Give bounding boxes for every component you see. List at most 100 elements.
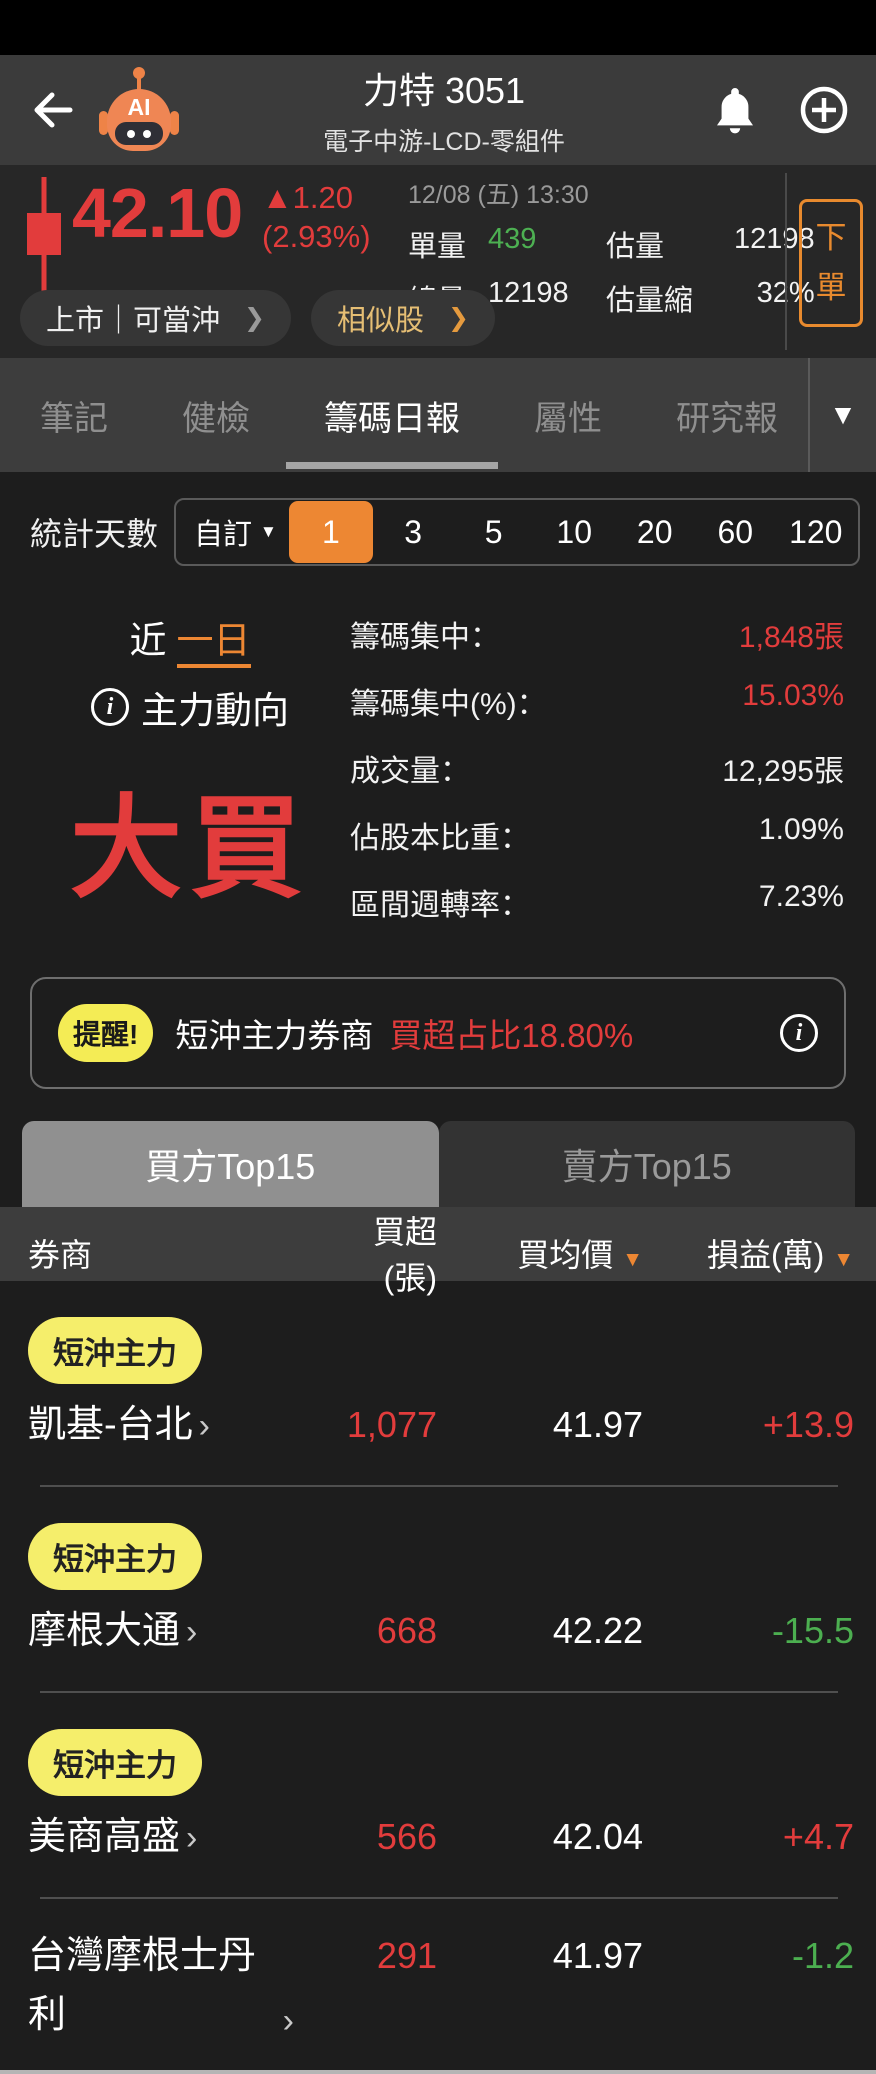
broker-name: 凱基-台北 [28, 1404, 193, 1446]
robot-antenna-ball [133, 67, 145, 79]
chevron-small-icon: › [198, 1407, 210, 1445]
market-daytrade-pill[interactable]: 上市｜可當沖 ❯ [20, 290, 291, 346]
robot-eye [127, 129, 135, 138]
main-force-verdict: 大買 [70, 786, 310, 911]
day-option-5[interactable]: 5 [484, 514, 503, 550]
table-row[interactable]: 美商高盛 › 566 42.04 +4.7 [0, 1808, 876, 1867]
stock-category: 電子中游-LCD-零組件 [323, 128, 565, 156]
tab-notes[interactable]: 筆記 [40, 399, 108, 438]
alert-badge: 提醒! [58, 1004, 154, 1062]
period-value: 一日 [176, 620, 251, 668]
header-title-block: 力特 3051 電子中游-LCD-零組件 [176, 62, 712, 158]
col-avg-price[interactable]: 買均價 ▼ [517, 1237, 643, 1273]
tab-buy-top15[interactable]: 買方Top15 [22, 1121, 439, 1207]
tab-chip-daily[interactable]: 籌碼日報 [286, 358, 498, 472]
table-row[interactable]: 台灣摩根士丹利 › 291 41.97 -1.2 [0, 1927, 876, 2045]
custom-days-label: 自訂 [194, 519, 253, 551]
similar-stocks-label: 相似股 [336, 305, 424, 337]
back-arrow-icon [34, 92, 73, 128]
quote-datetime: 12/08 (五) 13:30 [408, 181, 589, 209]
quote-section: 42.10 ▲1.20 (2.93%) 12/08 (五) 13:30 單量 4… [0, 165, 876, 358]
candlestick-icon [22, 177, 66, 299]
avg-price-value: 42.04 [552, 1815, 643, 1857]
table-row[interactable]: 摩根大通 › 668 42.22 -15.5 [0, 1602, 876, 1661]
pnl-value: -1.2 [791, 1934, 854, 1976]
col-broker: 券商 [28, 1237, 93, 1273]
tab-sell-top15[interactable]: 賣方Top15 [438, 1121, 855, 1207]
day-option-3[interactable]: 3 [404, 514, 423, 550]
info-icon[interactable]: i [91, 688, 129, 726]
stat-label: 佔股本比重： [350, 822, 530, 855]
caret-down-icon: ▼ [829, 399, 857, 430]
main-force-summary: 近一日 i 主力動向 大買 [30, 610, 350, 947]
pnl-value: +13.9 [762, 1404, 854, 1445]
day-option-20[interactable]: 20 [636, 514, 673, 550]
alert-banner: 提醒! 短沖主力券商 買超占比18.80% i [30, 977, 846, 1089]
unit-volume-label: 單量 [408, 231, 467, 263]
broker-name-cell[interactable]: 台灣摩根士丹利 › [28, 1927, 294, 2045]
robot-head: AI [107, 89, 171, 151]
broker-top15-tabs: 買方Top15 賣方Top15 [22, 1121, 855, 1207]
col-net-buy: 買超(張) [372, 1214, 437, 1296]
price-change: ▲1.20 [262, 180, 354, 215]
broker-name-cell[interactable]: 凱基-台北 › [28, 1396, 320, 1455]
broker-table-header: 券商 買超(張) 買均價 ▼ 損益(萬) ▼ [0, 1207, 876, 1296]
similar-stocks-pill[interactable]: 相似股 ❯ [310, 290, 495, 346]
chevron-small-icon: › [282, 2001, 294, 2040]
pnl-value: +4.7 [782, 1815, 854, 1857]
broker-name-cell[interactable]: 摩根大通 › [28, 1602, 320, 1661]
plus-circle-icon [800, 86, 848, 134]
period-prefix: 近 [129, 620, 167, 661]
notification-button[interactable] [712, 85, 758, 135]
day-option-1[interactable]: 1 [288, 501, 373, 563]
short-swing-tag: 短沖主力 [28, 1728, 202, 1796]
price-change-block: ▲1.20 (2.93%) [262, 179, 371, 257]
stat-days-selector: 自訂 ▼ 1 3 5 10 20 60 120 [174, 498, 860, 566]
status-bar [0, 0, 876, 55]
avg-price-value: 42.22 [552, 1609, 643, 1651]
robot-ai-label: AI [127, 94, 151, 120]
stat-label: 成交量： [350, 755, 470, 788]
day-option-60[interactable]: 60 [717, 514, 754, 550]
stat-value: 12,295張 [722, 755, 844, 788]
caret-down-icon: ▼ [260, 522, 277, 541]
row-divider [40, 1690, 838, 1693]
broker-name: 摩根大通 [28, 1609, 181, 1652]
add-button[interactable] [798, 84, 850, 136]
custom-days-dropdown[interactable]: 自訂 ▼ [178, 511, 289, 553]
alert-info-icon[interactable]: i [780, 1014, 818, 1052]
stat-value: 1,848張 [738, 621, 844, 654]
tab-research[interactable]: 研究報 [676, 399, 778, 438]
stat-days-label: 統計天數 [30, 516, 159, 552]
back-button[interactable] [26, 84, 78, 136]
day-option-120[interactable]: 120 [789, 514, 843, 550]
app-header: AI 力特 3051 電子中游-LCD-零組件 [0, 55, 876, 165]
col-pnl[interactable]: 損益(萬) ▼ [706, 1237, 854, 1273]
net-buy-value: 291 [376, 1934, 437, 1976]
tab-checkup[interactable]: 健檢 [182, 399, 250, 438]
stat-value: 1.09% [758, 813, 844, 846]
net-buy-value: 668 [376, 1609, 437, 1651]
est-shrink-label: 估量縮 [606, 285, 694, 317]
day-option-10[interactable]: 10 [556, 514, 592, 550]
bottom-separator [0, 2070, 876, 2074]
broker-name: 台灣摩根士丹利 [28, 1934, 257, 2036]
main-force-title-line: i 主力動向 [91, 680, 289, 734]
ai-robot-icon[interactable]: AI [99, 67, 179, 153]
broker-name-cell[interactable]: 美商高盛 › [28, 1808, 320, 1867]
tab-attributes[interactable]: 屬性 [534, 399, 602, 438]
table-row[interactable]: 凱基-台北 › 1,077 41.97 +13.9 [0, 1396, 876, 1455]
robot-visor [115, 122, 163, 145]
stat-capital-ratio: 佔股本比重： 1.09% [350, 813, 844, 857]
quote-pills: 上市｜可當沖 ❯ 相似股 ❯ [20, 290, 495, 346]
chevron-small-icon: › [186, 1818, 198, 1857]
robot-eye [143, 129, 151, 138]
row-divider [40, 1896, 838, 1899]
alert-text: 短沖主力券商 [175, 1017, 374, 1054]
robot-ear-left [99, 111, 108, 135]
row-divider [40, 1484, 838, 1487]
tab-overflow-button[interactable]: ▼ [808, 358, 876, 472]
main-force-section: 近一日 i 主力動向 大買 籌碼集中： 1,848張 籌碼集中(%)： 15.0… [30, 610, 844, 947]
stat-chip-concentration: 籌碼集中： 1,848張 [350, 612, 844, 656]
place-order-button[interactable]: 下單 [799, 199, 863, 327]
